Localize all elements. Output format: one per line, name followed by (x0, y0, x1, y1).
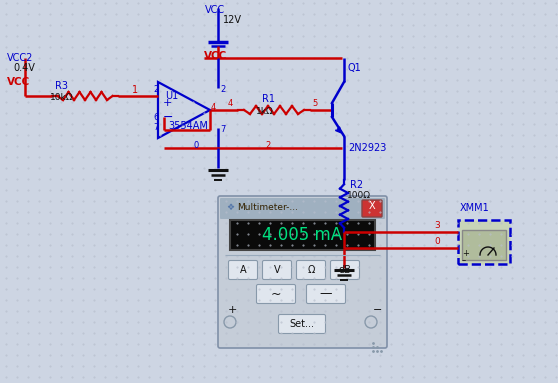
Text: 5: 5 (312, 100, 318, 108)
Text: –: – (462, 257, 466, 265)
Text: 0: 0 (434, 237, 440, 247)
FancyBboxPatch shape (306, 285, 345, 303)
Text: −: − (373, 305, 382, 315)
Text: 2: 2 (153, 85, 158, 95)
Text: 10kΩ: 10kΩ (50, 93, 74, 101)
Text: Set...: Set... (290, 319, 315, 329)
Text: Q1: Q1 (348, 63, 362, 73)
FancyBboxPatch shape (362, 200, 382, 217)
Text: +: + (462, 249, 469, 259)
Text: 6: 6 (153, 113, 158, 121)
Text: ~: ~ (271, 288, 281, 301)
Text: Multimeter-...: Multimeter-... (237, 203, 298, 211)
Text: R2: R2 (350, 180, 363, 190)
Text: VCC: VCC (204, 51, 227, 61)
Text: 2: 2 (265, 141, 270, 149)
Text: 7: 7 (220, 126, 225, 134)
Text: dB: dB (339, 265, 352, 275)
Text: R1: R1 (262, 94, 275, 104)
FancyBboxPatch shape (220, 198, 385, 219)
Text: 4: 4 (228, 100, 233, 108)
Text: VCC2: VCC2 (7, 53, 33, 63)
Text: −: − (163, 111, 174, 123)
Text: 1: 1 (132, 85, 138, 95)
Text: R3: R3 (55, 81, 68, 91)
Text: 2: 2 (220, 85, 225, 95)
Text: +: + (163, 98, 172, 108)
Text: U1: U1 (165, 91, 178, 101)
Text: 0.4V: 0.4V (13, 63, 35, 73)
FancyBboxPatch shape (262, 260, 291, 280)
Text: ❖: ❖ (226, 203, 234, 211)
Text: 4.005 mA: 4.005 mA (262, 226, 342, 244)
FancyBboxPatch shape (218, 196, 387, 348)
Text: Ω: Ω (307, 265, 315, 275)
Text: VCC: VCC (7, 77, 30, 87)
Text: A: A (240, 265, 246, 275)
Bar (462, 230, 506, 260)
FancyBboxPatch shape (330, 260, 359, 280)
Text: 4: 4 (211, 103, 217, 113)
FancyBboxPatch shape (257, 285, 296, 303)
FancyBboxPatch shape (278, 314, 325, 334)
Text: 3: 3 (434, 221, 440, 229)
Text: —: — (320, 288, 332, 301)
Text: V: V (273, 265, 280, 275)
Bar (458, 220, 510, 264)
FancyBboxPatch shape (228, 260, 257, 280)
Text: 0: 0 (193, 141, 198, 149)
Bar (230, 220, 375, 250)
Text: 7: 7 (153, 123, 158, 133)
Text: +: + (228, 305, 237, 315)
Text: 100Ω: 100Ω (347, 192, 371, 200)
FancyBboxPatch shape (296, 260, 325, 280)
Text: 1kΩ: 1kΩ (256, 106, 274, 116)
Text: 2N2923: 2N2923 (348, 143, 386, 153)
Text: XMM1: XMM1 (460, 203, 490, 213)
Text: 3554AM: 3554AM (168, 121, 208, 131)
Text: VCC: VCC (205, 5, 225, 15)
Text: 12V: 12V (223, 15, 242, 25)
Text: X: X (369, 201, 376, 211)
